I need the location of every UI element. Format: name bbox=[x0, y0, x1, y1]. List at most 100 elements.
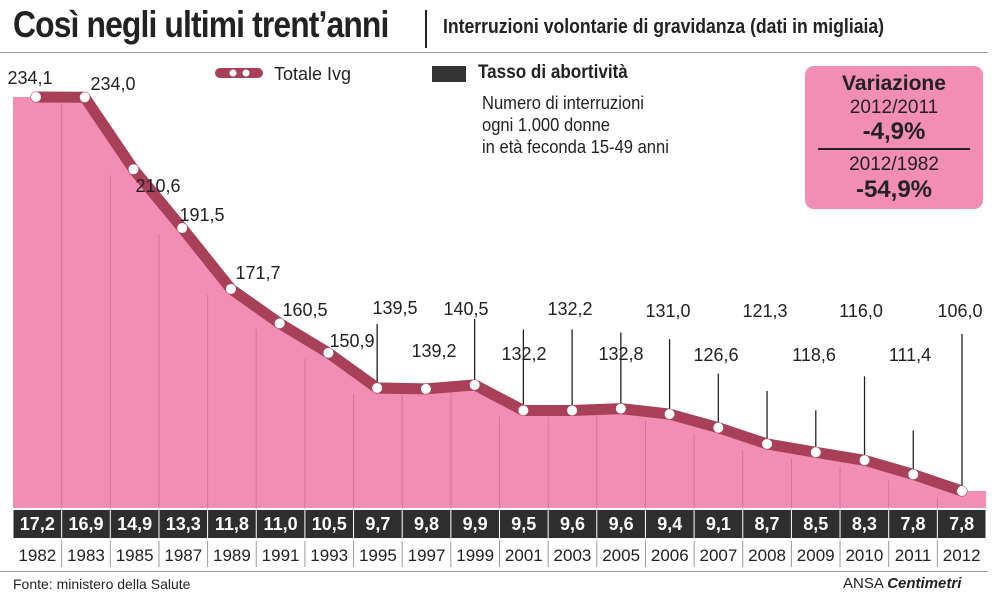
legend-tasso-description: Numero di interruzioni ogni 1.000 donne … bbox=[482, 92, 669, 158]
year-label: 1983 bbox=[67, 546, 105, 565]
rate-value-label: 7,8 bbox=[949, 514, 974, 534]
ivg-value-label: 132,2 bbox=[547, 299, 592, 319]
ivg-point bbox=[79, 92, 90, 103]
rate-value-label: 14,9 bbox=[117, 514, 152, 534]
rate-cell bbox=[791, 510, 840, 538]
rate-cell bbox=[597, 510, 645, 538]
ivg-point bbox=[810, 447, 821, 458]
year-label: 1997 bbox=[408, 546, 446, 565]
ivg-point bbox=[274, 318, 285, 329]
ivg-value-label: 132,8 bbox=[598, 344, 643, 364]
page-title: Così negli ultimi trent’anni bbox=[13, 4, 389, 45]
rate-value-label: 9,4 bbox=[657, 514, 682, 534]
year-label: 1995 bbox=[359, 546, 397, 565]
footer-divider bbox=[0, 571, 988, 572]
ivg-value-label: 171,7 bbox=[235, 263, 280, 283]
year-label: 1991 bbox=[262, 546, 300, 565]
year-label: 2003 bbox=[554, 546, 592, 565]
rate-value-label: 9,9 bbox=[463, 514, 488, 534]
year-label: 1985 bbox=[116, 546, 154, 565]
rate-cell bbox=[645, 510, 694, 538]
year-label: 2007 bbox=[700, 546, 738, 565]
rate-cell bbox=[13, 510, 62, 538]
variation-period-2: 2012/1982 bbox=[849, 154, 939, 175]
rate-cell bbox=[840, 510, 889, 538]
rate-cell bbox=[451, 510, 499, 538]
rate-value-label: 8,7 bbox=[755, 514, 780, 534]
ivg-value-label: 131,0 bbox=[645, 301, 690, 321]
rate-cell bbox=[305, 510, 354, 538]
year-label: 2001 bbox=[505, 546, 543, 565]
ivg-value-label: 132,2 bbox=[501, 344, 546, 364]
year-label: 1989 bbox=[213, 546, 251, 565]
rate-value-label: 9,6 bbox=[560, 514, 585, 534]
rate-cell bbox=[694, 510, 743, 538]
rate-value-label: 7,8 bbox=[901, 514, 926, 534]
ivg-point bbox=[518, 405, 529, 416]
variation-value-2: -54,9% bbox=[855, 176, 933, 203]
rate-value-label: 10,5 bbox=[312, 514, 347, 534]
ivg-point bbox=[372, 382, 383, 393]
ivg-point bbox=[177, 223, 188, 234]
ivg-point bbox=[957, 486, 967, 497]
year-label: 2005 bbox=[602, 546, 640, 565]
legend-tasso-desc-line: ogni 1.000 donne bbox=[482, 115, 611, 135]
chart-subtitle: Interruzioni volontarie di gravidanza (d… bbox=[443, 16, 885, 38]
rate-value-label: 9,8 bbox=[414, 514, 439, 534]
rate-cell bbox=[889, 510, 937, 538]
legend-tasso-swatch bbox=[432, 66, 466, 82]
ivg-point bbox=[469, 379, 480, 390]
ivg-value-label: 210,6 bbox=[135, 176, 180, 196]
brand-credit: ANSA Centimetri bbox=[843, 575, 961, 592]
year-label: 1999 bbox=[456, 546, 494, 565]
variation-box: Variazione 2012/2011 -4,9% 2012/1982 -54… bbox=[805, 66, 983, 209]
ivg-value-label: 191,5 bbox=[179, 205, 224, 225]
ivg-point bbox=[713, 422, 724, 433]
ivg-point bbox=[225, 283, 236, 294]
year-label: 2011 bbox=[895, 546, 932, 565]
rate-cell bbox=[402, 510, 451, 538]
ivg-value-label: 116,0 bbox=[839, 301, 883, 321]
year-label: 1982 bbox=[18, 546, 56, 565]
source-note: Fonte: ministero della Salute bbox=[13, 576, 191, 592]
legend-tasso-desc-line: Numero di interruzioni bbox=[482, 93, 644, 113]
rate-cell bbox=[110, 510, 159, 538]
rate-value-label: 8,3 bbox=[852, 514, 877, 534]
ivg-point bbox=[615, 403, 626, 414]
year-label: 2010 bbox=[845, 546, 883, 565]
header-divider bbox=[0, 52, 988, 53]
rate-value-label: 9,5 bbox=[511, 514, 536, 534]
ivg-point bbox=[908, 469, 919, 480]
ivg-value-label: 234,0 bbox=[90, 74, 135, 94]
ivg-value-label: 139,5 bbox=[372, 298, 417, 318]
ivg-value-label: 139,2 bbox=[411, 341, 456, 361]
rate-value-label: 11,0 bbox=[264, 514, 298, 534]
ivg-value-label: 118,6 bbox=[792, 345, 836, 365]
title-separator bbox=[425, 10, 427, 48]
ivg-value-label: 121,3 bbox=[742, 301, 787, 321]
year-label: 2006 bbox=[651, 546, 689, 565]
rate-value-label: 9,1 bbox=[706, 514, 731, 534]
ivg-point bbox=[128, 164, 139, 175]
ivg-value-label: 150,9 bbox=[329, 331, 374, 351]
ivg-point bbox=[420, 383, 431, 394]
brand-prefix: ANSA bbox=[843, 575, 884, 592]
ivg-value-label: 106,0 bbox=[937, 301, 982, 321]
legend-ivg-label: Totale Ivg bbox=[274, 64, 352, 84]
ivg-point bbox=[859, 455, 870, 466]
ivg-value-label: 234,1 bbox=[7, 68, 52, 88]
year-label: 2008 bbox=[748, 546, 786, 565]
year-label: 2009 bbox=[797, 546, 835, 565]
year-label: 2012 bbox=[943, 546, 981, 565]
ivg-line bbox=[30, 91, 968, 497]
ivg-point bbox=[323, 347, 334, 358]
brand-name: Centimetri bbox=[887, 575, 962, 592]
rate-cell bbox=[548, 510, 597, 538]
ivg-value-label: 140,5 bbox=[443, 299, 488, 319]
rate-cell bbox=[500, 510, 548, 538]
rate-value-label: 13,3 bbox=[166, 514, 201, 534]
rate-value-label: 17,2 bbox=[20, 514, 55, 534]
rate-cell bbox=[256, 510, 305, 538]
